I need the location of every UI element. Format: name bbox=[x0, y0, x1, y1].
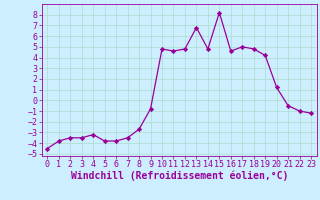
X-axis label: Windchill (Refroidissement éolien,°C): Windchill (Refroidissement éolien,°C) bbox=[70, 171, 288, 181]
